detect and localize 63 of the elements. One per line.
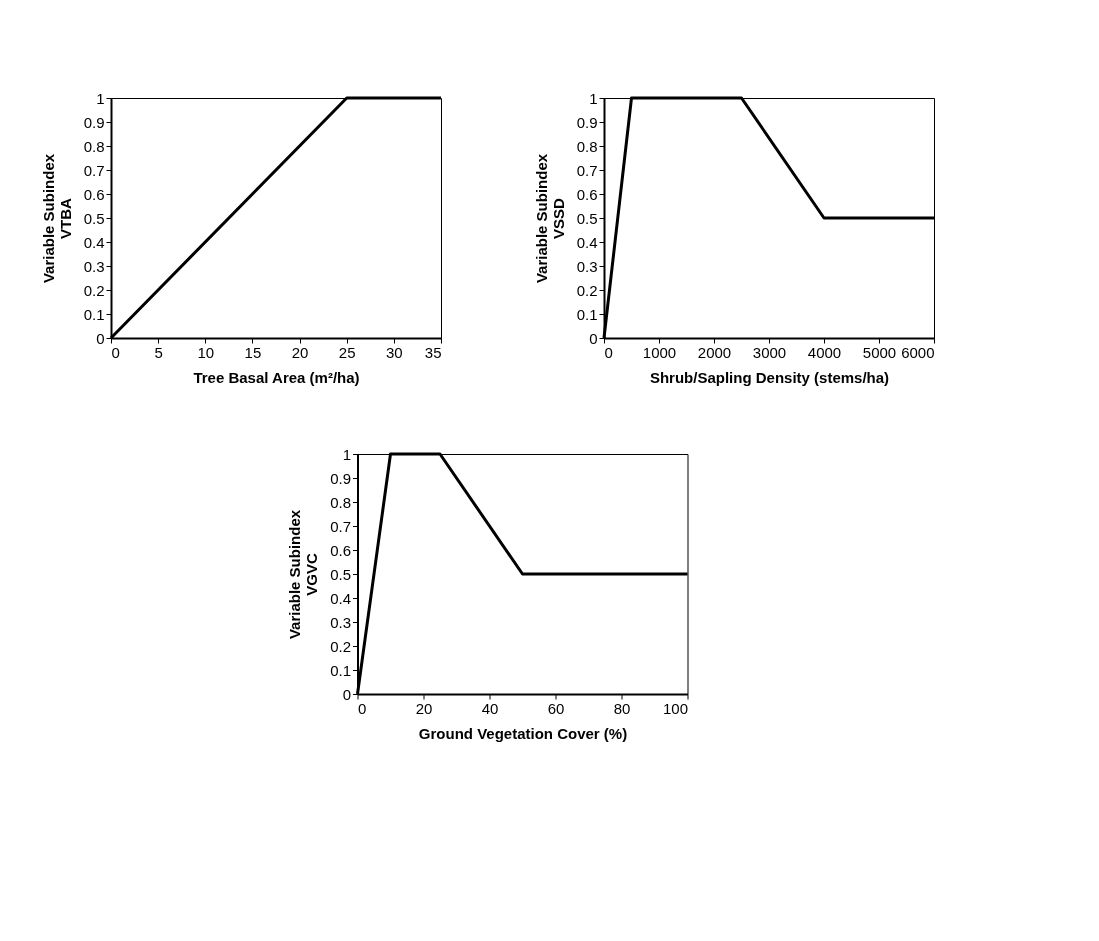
text: VGVC (303, 553, 321, 596)
x-tick-label: 2000 (697, 343, 732, 361)
y-tick-label: 0.3 (83, 257, 105, 275)
y-tick-label: 0.6 (576, 185, 598, 203)
y-tick-label: 1 (96, 89, 105, 107)
y-tick-label: 0 (342, 685, 351, 703)
y-tick-label: 0 (589, 329, 598, 347)
y-tick-label: 0.1 (330, 661, 351, 679)
y-tick-label: 0.2 (83, 281, 105, 299)
y-tick-label: 0 (96, 329, 105, 347)
y-tick-label: 0.2 (330, 637, 351, 655)
text: Variable Subindex (286, 509, 304, 640)
x-tick-label: 100 (662, 699, 688, 717)
y-tick-label: 0.7 (330, 517, 351, 535)
y-tick-label: 1 (342, 445, 351, 463)
y-tick-label: 0.3 (576, 257, 598, 275)
x-tick-label: 10 (197, 343, 215, 361)
x-tick-label: 80 (613, 699, 631, 717)
x-tick-label: 25 (338, 343, 356, 361)
y-tick-label: 0.3 (330, 613, 351, 631)
y-tick-label: 0.8 (330, 493, 351, 511)
text: VTBA (56, 198, 74, 239)
x-tick-label: 0 (111, 343, 120, 361)
y-tick-label: 0.5 (83, 209, 105, 227)
x-tick-label: 0 (604, 343, 613, 361)
x-tick-label: 30 (386, 343, 403, 361)
x-tick-label: 35 (424, 343, 442, 361)
y-tick-label: 0.9 (330, 469, 351, 487)
y-tick-label: 0.8 (83, 137, 105, 155)
y-tick-label: 0.7 (576, 161, 598, 179)
y-tick-label: 0.1 (83, 305, 105, 323)
x-tick-label: 5000 (862, 343, 897, 361)
x-tick-label: 60 (547, 699, 565, 717)
y-tick-label: 0.5 (576, 209, 598, 227)
x-axis-title: Shrub/Sapling Density (stems/ha) (649, 368, 890, 386)
y-tick-label: 0.7 (83, 161, 105, 179)
x-tick-label: 1000 (642, 343, 677, 361)
x-tick-label: 5 (154, 343, 163, 361)
x-tick-label: 15 (244, 343, 262, 361)
y-tick-label: 0.8 (576, 137, 598, 155)
y-tick-label: 0.4 (576, 233, 598, 251)
x-tick-label: 20 (415, 699, 433, 717)
y-tick-label: 0.6 (330, 541, 351, 559)
x-tick-label: 6000 (901, 343, 935, 361)
x-tick-label: 40 (481, 699, 499, 717)
x-tick-label: 3000 (752, 343, 787, 361)
x-tick-label: 20 (291, 343, 309, 361)
x-tick-label: 0 (358, 699, 367, 717)
y-tick-label: 0.9 (83, 113, 105, 131)
y-tick-label: 0.6 (83, 185, 105, 203)
y-tick-label: 0.4 (330, 589, 351, 607)
y-tick-label: 1 (589, 89, 598, 107)
y-tick-label: 0.2 (576, 281, 598, 299)
x-tick-label: 4000 (807, 343, 842, 361)
text: Variable Subindex (532, 153, 550, 284)
y-tick-label: 0.1 (576, 305, 598, 323)
text: VSSD (549, 198, 567, 239)
y-tick-label: 0.5 (330, 565, 351, 583)
x-axis-title: Ground Vegetation Cover (%) (418, 724, 628, 742)
text: Variable Subindex (39, 153, 57, 284)
y-tick-label: 0.9 (576, 113, 598, 131)
x-axis-title: Tree Basal Area (m²/ha) (193, 368, 360, 386)
y-tick-label: 0.4 (83, 233, 105, 251)
